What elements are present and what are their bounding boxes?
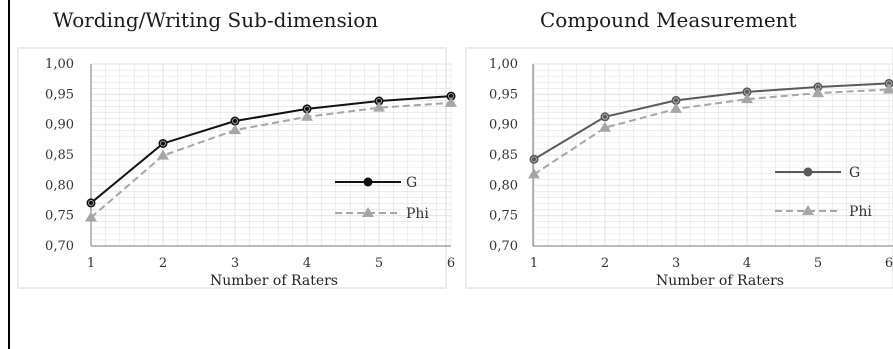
- point-phi: [85, 211, 97, 222]
- y-tick-label: 0,75: [45, 209, 74, 224]
- point-g: [86, 198, 96, 208]
- x-axis-label: Number of Raters: [210, 273, 338, 289]
- chart-title-left: Wording/Writing Sub-dimension: [53, 8, 379, 32]
- chart-frame: [17, 47, 447, 289]
- point-phi: [741, 93, 753, 104]
- y-tick-label: 0,85: [45, 148, 74, 163]
- point-phi: [301, 110, 313, 121]
- point-phi: [883, 83, 893, 94]
- point-g: [813, 82, 823, 92]
- point-phi: [229, 124, 241, 135]
- legend-label-g: G: [849, 165, 860, 181]
- point-inner-g: [602, 113, 608, 120]
- x-tick-label: 1: [87, 256, 95, 271]
- x-tick-label: 3: [231, 256, 239, 271]
- legend-marker-phi: [802, 205, 814, 215]
- x-tick-label: 2: [601, 256, 609, 271]
- legend-label-phi: Phi: [406, 206, 429, 222]
- point-g: [884, 78, 893, 88]
- legend-label-g: G: [406, 175, 417, 191]
- chart-frame: [465, 47, 893, 289]
- x-tick-label: 3: [672, 256, 680, 271]
- legend-marker-phi: [362, 207, 374, 217]
- y-tick-label: 0,95: [45, 87, 74, 102]
- point-phi: [445, 96, 457, 107]
- y-tick-label: 0,90: [45, 118, 74, 133]
- x-tick-label: 6: [885, 256, 893, 271]
- x-tick-label: 4: [303, 256, 311, 271]
- left-margin-rule: [8, 0, 10, 349]
- legend-marker-g: [363, 177, 373, 187]
- point-phi: [670, 102, 682, 113]
- point-phi: [812, 87, 824, 98]
- x-axis-label: Number of Raters: [656, 273, 784, 289]
- y-tick-label: 0,70: [45, 239, 74, 254]
- point-g: [374, 96, 384, 106]
- x-tick-label: 1: [530, 256, 538, 271]
- point-g: [158, 138, 168, 148]
- point-g: [302, 104, 312, 114]
- y-tick-label: 1,00: [489, 57, 518, 72]
- point-inner-g: [531, 156, 537, 163]
- legend-label-phi: Phi: [849, 204, 872, 220]
- point-phi: [373, 101, 385, 112]
- y-tick-label: 0,95: [489, 87, 518, 102]
- series-line-g: [533, 82, 890, 161]
- point-g: [230, 116, 240, 126]
- chart-title-right: Compound Measurement: [540, 8, 797, 32]
- x-tick-label: 2: [159, 256, 167, 271]
- x-tick-label: 6: [447, 256, 455, 271]
- point-phi: [599, 121, 611, 132]
- point-g: [529, 154, 539, 164]
- chart-compound-measurement: 0,70 0,75 0,80 0,85 0,90 0,95 1,00 1 2 3 4 5 6 Number…: [465, 47, 893, 289]
- point-g: [671, 95, 681, 105]
- point-g: [600, 112, 610, 122]
- series-line-phi: [533, 88, 890, 176]
- point-phi: [157, 149, 169, 160]
- y-tick-label: 0,80: [489, 178, 518, 193]
- point-inner-g: [160, 140, 166, 147]
- point-g: [742, 87, 752, 97]
- y-tick-label: 0,70: [489, 239, 518, 254]
- y-tick-label: 1,00: [45, 57, 74, 72]
- x-tick-label: 5: [375, 256, 383, 271]
- point-phi: [528, 168, 540, 179]
- x-tick-label: 4: [743, 256, 751, 271]
- point-g: [446, 91, 456, 101]
- y-tick-label: 0,90: [489, 118, 518, 133]
- y-tick-label: 0,75: [489, 209, 518, 224]
- series-line-phi: [90, 101, 452, 219]
- point-inner-g: [88, 200, 94, 206]
- y-tick-label: 0,85: [489, 148, 518, 163]
- legend-marker-g: [803, 167, 813, 177]
- chart-wording-writing: 0,70 0,75 0,80 0,85 0,90 0,95 1,00 1 2 3 4 5 6 Number…: [17, 47, 457, 289]
- point-inner-g: [232, 118, 238, 124]
- x-tick-label: 5: [814, 256, 822, 271]
- y-tick-label: 0,80: [45, 178, 74, 193]
- series-line-g: [90, 95, 452, 204]
